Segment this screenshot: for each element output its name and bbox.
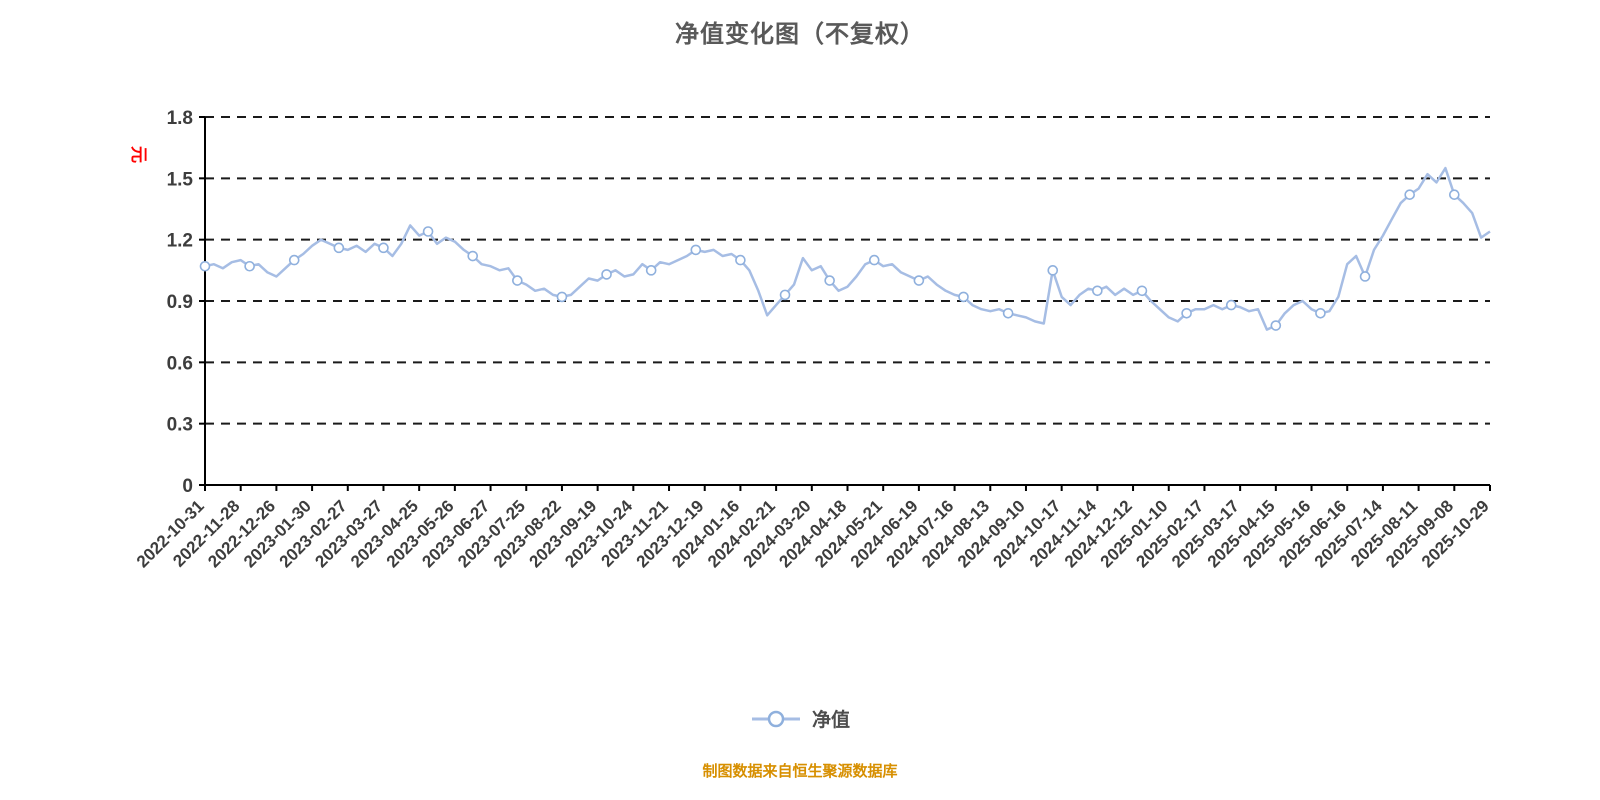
svg-text:0.3: 0.3 [167, 415, 193, 436]
chart-title: 净值变化图（不复权） [675, 21, 925, 48]
svg-text:1.2: 1.2 [167, 231, 193, 252]
svg-text:0.6: 0.6 [167, 353, 193, 374]
legend-label: 净值 [811, 710, 850, 731]
svg-text:1.5: 1.5 [167, 169, 194, 190]
svg-text:0: 0 [182, 476, 193, 497]
data-source-footer: 制图数据来自恒生聚源数据库 [702, 763, 898, 780]
svg-text:0.9: 0.9 [167, 292, 193, 313]
svg-text:1.8: 1.8 [167, 108, 193, 129]
legend-marker-icon [751, 710, 800, 727]
legend: 净值 [0, 705, 1600, 732]
